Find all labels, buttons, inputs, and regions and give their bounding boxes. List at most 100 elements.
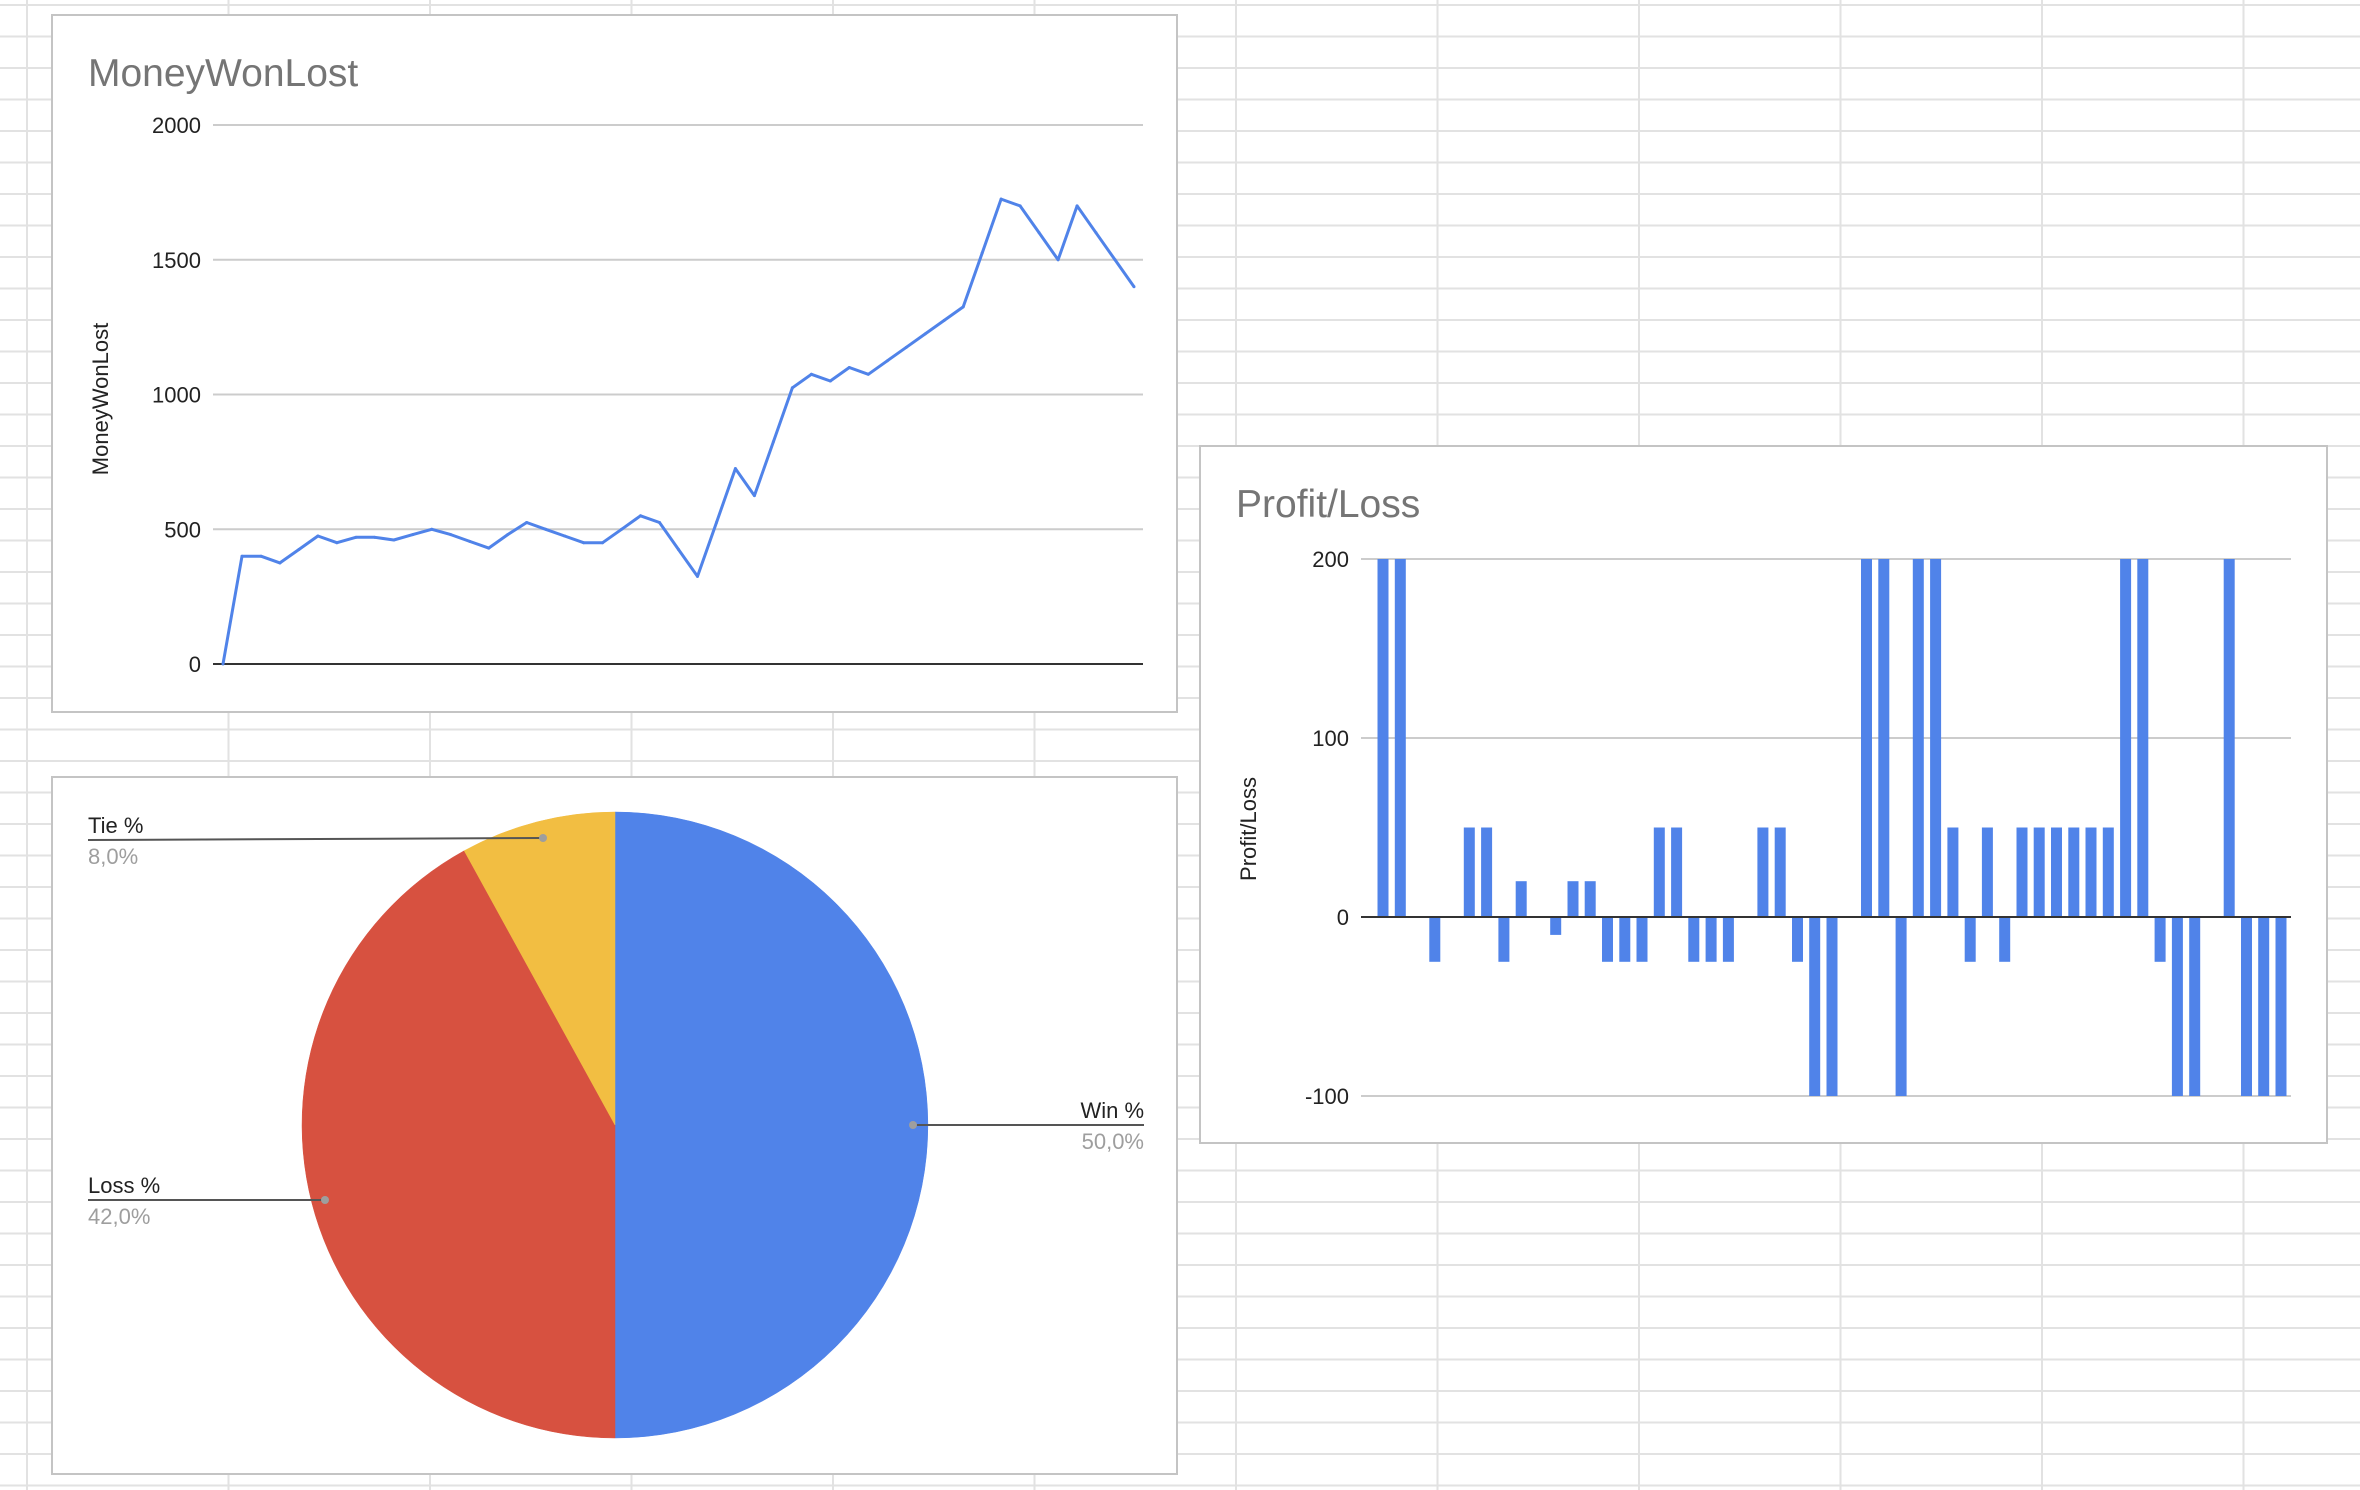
- bar-chart-bar: [1809, 917, 1820, 1096]
- line-chart-point: [924, 332, 927, 335]
- line-chart-point: [715, 521, 718, 524]
- bar-chart-bar: [1637, 917, 1648, 962]
- bar-chart-bar: [1896, 917, 1907, 1096]
- line-chart-point: [316, 534, 319, 537]
- line-chart-point: [1076, 204, 1079, 207]
- bar-chart-bar: [1723, 917, 1734, 962]
- bar-chart-y-tick-label: 200: [1312, 547, 1349, 572]
- bar-chart-bar: [2224, 559, 2235, 917]
- line-chart-point: [791, 386, 794, 389]
- line-chart-y-tick-label: 2000: [152, 113, 201, 138]
- bar-chart-bar: [1671, 828, 1682, 918]
- bar-chart-bar: [1481, 828, 1492, 918]
- bar-chart-bar: [1827, 917, 1838, 1096]
- bar-chart-bars: [1361, 559, 2291, 1096]
- bar-chart-bar: [1757, 828, 1768, 918]
- bar-chart-bar: [2034, 828, 2045, 918]
- line-chart-card[interactable]: MoneyWonLost MoneyWonLost 0 500 1000 1500 20…: [51, 14, 1178, 713]
- line-chart-point: [392, 539, 395, 542]
- line-chart-series-line: [223, 199, 1134, 664]
- line-chart-title: MoneyWonLost: [88, 52, 358, 95]
- bar-chart-bar: [1706, 917, 1717, 962]
- line-chart-y-tick-label: 1000: [152, 383, 201, 408]
- line-chart-point: [639, 514, 642, 517]
- bar-chart-y-tick-label: -100: [1305, 1084, 1349, 1109]
- line-chart-point: [1057, 258, 1060, 261]
- pie-leader-line-tie: [88, 838, 543, 840]
- line-chart: MoneyWonLost MoneyWonLost 0 500 1000 1500 20…: [53, 16, 1176, 711]
- line-chart-point: [696, 575, 699, 578]
- bar-chart-y-axis-label: Profit/Loss: [1236, 777, 1261, 881]
- line-chart-point: [734, 467, 737, 470]
- line-chart-point: [373, 536, 376, 539]
- line-chart-point: [601, 541, 604, 544]
- bar-chart-bar: [1585, 881, 1596, 917]
- bar-chart-bar: [2017, 828, 2028, 918]
- pie-chart: Tie % 8,0% Loss % 42,0% Win % 50,0%: [53, 778, 1176, 1473]
- bar-chart-bar: [1602, 917, 1613, 962]
- line-chart-point: [297, 548, 300, 551]
- bar-chart-bar: [1550, 917, 1561, 935]
- line-chart-point: [886, 359, 889, 362]
- bar-chart-bar: [2172, 917, 2183, 1096]
- bar-chart-bar: [1878, 559, 1889, 917]
- pie-label-loss: Loss %: [88, 1173, 160, 1198]
- line-chart-point: [848, 366, 851, 369]
- pie-label-win: Win %: [1080, 1098, 1144, 1123]
- line-chart-point: [1019, 204, 1022, 207]
- line-chart-point: [1133, 285, 1136, 288]
- line-chart-y-tick-label: 0: [189, 652, 201, 677]
- bar-chart-title: Profit/Loss: [1236, 483, 1420, 526]
- bar-chart-bar: [1792, 917, 1803, 962]
- line-chart-point: [620, 528, 623, 531]
- bar-chart-card[interactable]: Profit/Loss Profit/Loss -100 0 100 200: [1199, 445, 2328, 1144]
- line-chart-point: [753, 494, 756, 497]
- bar-chart-bar: [1965, 917, 1976, 962]
- bar-chart-bar: [1775, 828, 1786, 918]
- bar-chart-bar: [2137, 559, 2148, 917]
- bar-chart-gridlines: [1361, 559, 2291, 1096]
- pie-chart-card[interactable]: Tie % 8,0% Loss % 42,0% Win % 50,0%: [51, 776, 1178, 1475]
- line-chart-point: [582, 541, 585, 544]
- line-chart-point: [677, 548, 680, 551]
- bar-chart-bar: [2068, 828, 2079, 918]
- line-chart-y-axis-label: MoneyWonLost: [88, 323, 113, 475]
- bar-chart-bar: [1982, 828, 1993, 918]
- bar-chart-bar: [2189, 917, 2200, 1096]
- bar-chart-bar: [1464, 828, 1475, 918]
- line-chart-point: [354, 536, 357, 539]
- bar-chart-bar: [2086, 828, 2097, 918]
- line-chart-point: [506, 533, 509, 536]
- line-chart-point: [810, 373, 813, 376]
- line-chart-point: [544, 528, 547, 531]
- bar-chart-bar: [1947, 828, 1958, 918]
- pie-leader-dot-win: [909, 1121, 917, 1129]
- line-chart-point: [563, 534, 566, 537]
- pie-value-win: 50,0%: [1082, 1129, 1144, 1154]
- line-chart-point: [411, 533, 414, 536]
- line-chart-point: [867, 373, 870, 376]
- line-chart-point: [981, 252, 984, 255]
- line-chart-point: [962, 305, 965, 308]
- line-chart-point: [259, 555, 262, 558]
- bar-chart: Profit/Loss Profit/Loss -100 0 100 200: [1201, 447, 2326, 1142]
- line-chart-y-tick-label: 500: [164, 517, 201, 542]
- line-chart-point: [430, 528, 433, 531]
- bar-chart-bar: [1913, 559, 1924, 917]
- bar-chart-bar: [1498, 917, 1509, 962]
- line-chart-point: [1000, 198, 1003, 201]
- bar-chart-y-tick-label: 100: [1312, 726, 1349, 751]
- pie-label-tie: Tie %: [88, 813, 143, 838]
- pie-leader-dot-tie: [539, 834, 547, 842]
- pie-slices: [302, 812, 928, 1438]
- line-chart-point: [449, 533, 452, 536]
- bar-chart-bar: [1516, 881, 1527, 917]
- bar-chart-y-ticks: -100 0 100 200: [1305, 547, 1349, 1109]
- line-chart-point: [658, 521, 661, 524]
- line-chart-series: [222, 198, 1136, 666]
- bar-chart-bar: [1654, 828, 1665, 918]
- bar-chart-bar: [2051, 828, 2062, 918]
- line-chart-point: [829, 380, 832, 383]
- line-chart-point: [335, 541, 338, 544]
- line-chart-point: [487, 547, 490, 550]
